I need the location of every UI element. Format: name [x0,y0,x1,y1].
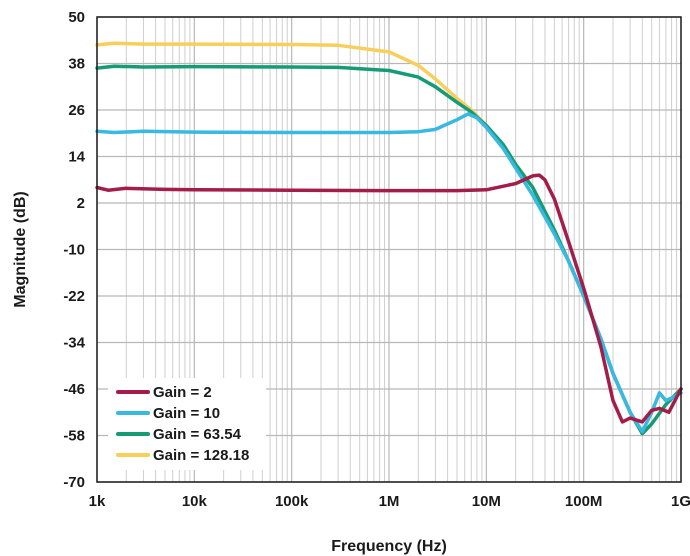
series-line-gain-2 [95,173,683,424]
x-tick-label: 100k [275,493,309,510]
y-tick-label: -58 [63,428,85,445]
legend-label: Gain = 2 [153,384,212,401]
y-tick-label: -46 [63,381,85,398]
y-axis-label: Magnitude (dB) [12,191,29,307]
y-axis-ticks: 50 38 26 14 2 -10 -22 -34 -46 -58 -70 [63,9,85,491]
legend-label: Gain = 10 [153,405,220,422]
y-tick-label: 38 [68,56,85,73]
y-tick-label: -22 [63,288,85,305]
x-axis-label: Frequency (Hz) [331,538,447,555]
x-tick-label: 100M [565,493,603,510]
y-tick-label: 50 [68,9,85,26]
x-tick-label: 1G [671,493,690,510]
legend: Gain = 2 Gain = 10 Gain = 63.54 Gain = 128.… [108,378,266,470]
legend-label: Gain = 128.18 [153,447,249,464]
series-lines [95,41,683,436]
plot-frame [96,16,682,483]
y-tick-label: 14 [68,149,85,166]
y-tick-label: -34 [63,335,85,352]
x-tick-label: 10M [472,493,501,510]
y-tick-label: 26 [68,102,85,119]
x-axis-ticks: 1k 10k 100k 1M 10M 100M 1G [89,493,690,510]
legend-label: Gain = 63.54 [153,426,242,443]
series-line-gain-10 [95,112,683,434]
x-tick-label: 10k [182,493,208,510]
y-tick-label: -10 [63,242,85,259]
y-tick-label: 2 [77,195,85,212]
y-tick-label: -70 [63,474,85,491]
x-tick-label: 1k [89,493,106,510]
x-tick-label: 1M [379,493,400,510]
